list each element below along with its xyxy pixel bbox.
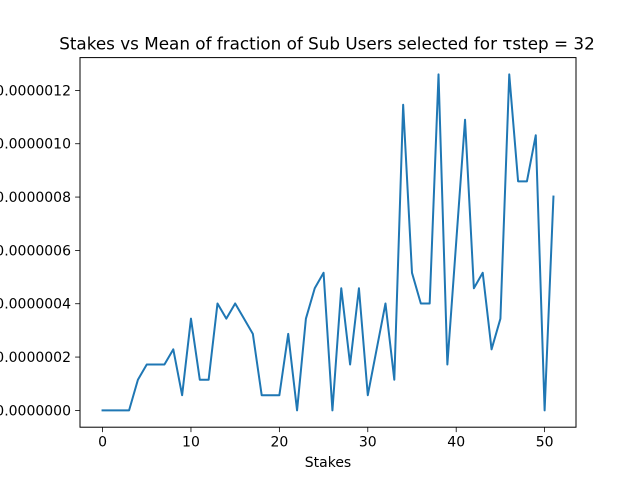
y-tick-label: 0.0000004 xyxy=(0,297,71,313)
y-tick-label: 0.0000006 xyxy=(0,243,71,259)
y-tick-label: 0.0000008 xyxy=(0,190,71,206)
x-tick-label: 30 xyxy=(359,435,377,451)
x-axis: 0 10 20 30 40 50 xyxy=(98,427,554,451)
chart-title: Stakes vs Mean of fraction of Sub Users … xyxy=(59,34,595,54)
x-tick-label: 10 xyxy=(182,435,200,451)
y-tick-label: 0.0000010 xyxy=(0,137,71,153)
y-tick-label: 0.0000012 xyxy=(0,83,71,99)
x-tick-label: 50 xyxy=(536,435,554,451)
x-tick-label: 40 xyxy=(447,435,465,451)
x-tick-label: 20 xyxy=(270,435,288,451)
x-tick-label: 0 xyxy=(98,435,107,451)
x-axis-label: Stakes xyxy=(305,455,351,471)
plot-frame xyxy=(79,57,577,428)
y-tick-label: 0.0000000 xyxy=(0,403,71,419)
y-axis: 0.0000000 0.0000002 0.0000004 0.0000006 0.00… xyxy=(0,83,80,419)
y-tick-label: 0.0000002 xyxy=(0,350,71,366)
series-line xyxy=(101,73,555,412)
